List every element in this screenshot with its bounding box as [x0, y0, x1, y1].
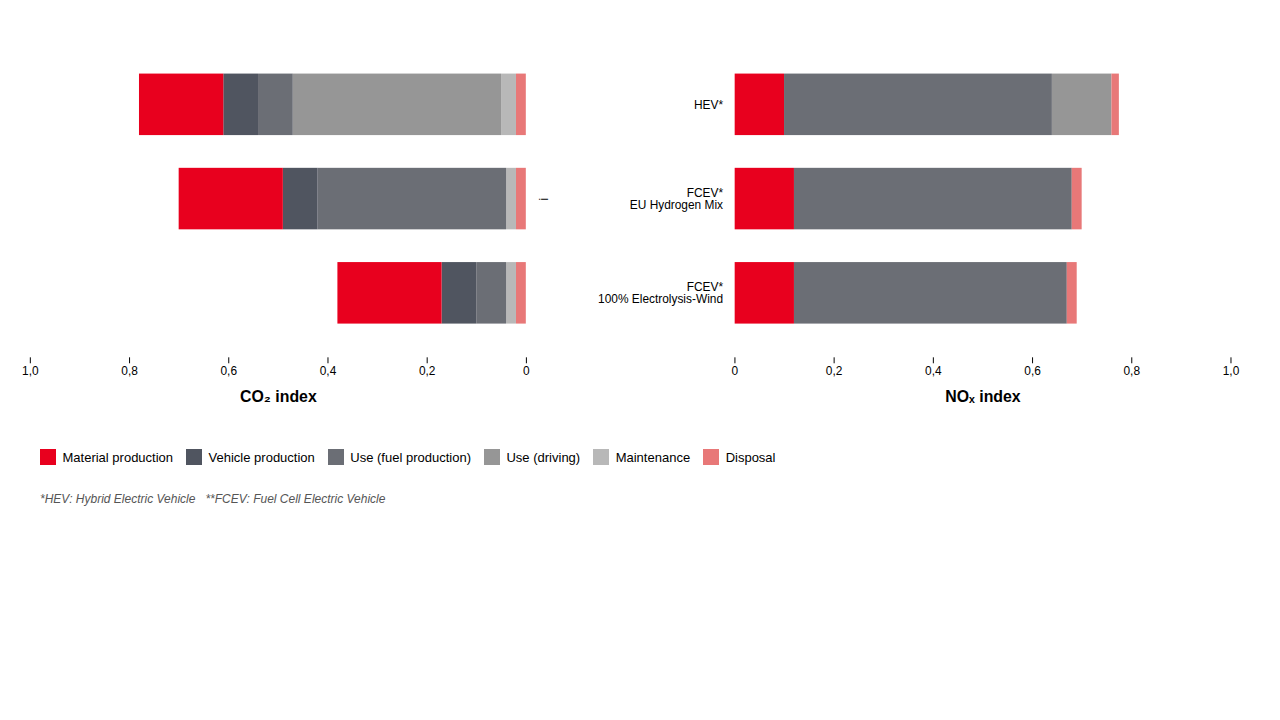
html-text:*HEV: Hybrid Electric Vehicle: *HEV: Hybrid Electric Vehicle **FCEV: Fu…	[40, 491, 386, 506]
svg-text:0,8: 0,8	[121, 364, 138, 378]
svg-text:HEV*: HEV*	[694, 98, 723, 112]
svg-text:0: 0	[523, 364, 530, 378]
svg-text:0,4: 0,4	[320, 364, 337, 378]
svg-text:0,4: 0,4	[925, 364, 942, 378]
html-text:Use (driving): Use (driving)	[506, 449, 581, 465]
svg-text:0,6: 0,6	[1024, 364, 1041, 378]
svg-text:0: 0	[731, 364, 738, 378]
svg-text:CO₂ index: CO₂ index	[240, 388, 317, 405]
svg-text:0,2: 0,2	[419, 364, 436, 378]
svg-text:1,0: 1,0	[1223, 364, 1240, 378]
svg-text:FCEV*100% Electrolysis-Wind: FCEV*100% Electrolysis-Wind	[598, 280, 723, 306]
html-text:Use (fuel production): Use (fuel production)	[350, 449, 471, 465]
svg-text:i: i	[537, 198, 551, 201]
svg-text:0,8: 0,8	[1123, 364, 1140, 378]
html-text:Vehicle production: Vehicle production	[208, 449, 315, 465]
svg-text:NOₓ index: NOₓ index	[945, 388, 1021, 405]
svg-text:FCEV*EU Hydrogen Mix: FCEV*EU Hydrogen Mix	[630, 186, 724, 212]
html-text:Disposal: Disposal	[725, 449, 776, 465]
svg-text:0,2: 0,2	[826, 364, 843, 378]
html-text:Maintenance: Maintenance	[615, 449, 691, 465]
html-text:Material production: Material production	[62, 449, 174, 465]
svg-text:0,6: 0,6	[220, 364, 237, 378]
svg-text:1,0: 1,0	[22, 364, 39, 378]
